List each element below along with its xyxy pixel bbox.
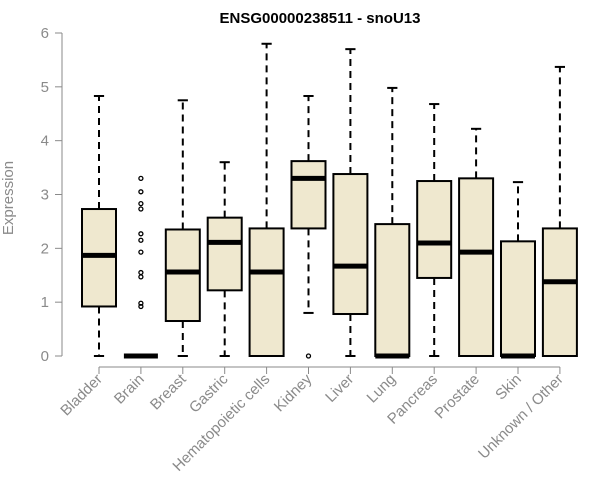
- box-iqr: [290, 160, 327, 230]
- y-tick-label: 4: [41, 133, 49, 150]
- y-tick-label: 3: [41, 187, 49, 204]
- outlier-point: [138, 303, 144, 310]
- box-liver: [332, 48, 369, 357]
- box-iqr: [458, 177, 495, 357]
- box-kidney: [290, 94, 327, 359]
- x-tick-label: Bladder: [57, 371, 106, 420]
- chart-title: ENSG00000238511 - snoU13: [220, 10, 421, 27]
- x-tick-label: Lung: [364, 371, 400, 407]
- y-tick-label: 0: [41, 348, 49, 365]
- box-skin: [500, 181, 536, 359]
- x-tick-label: Brain: [111, 371, 148, 408]
- outlier-point: [138, 231, 144, 237]
- box-iqr: [416, 180, 453, 279]
- box-prostate: [458, 127, 495, 357]
- outlier-point: [138, 249, 144, 255]
- x-tick-label: Kidney: [271, 370, 316, 415]
- box-series: [81, 42, 578, 359]
- box-pancreas: [416, 103, 453, 357]
- y-axis-label: Expression: [0, 161, 17, 235]
- box-iqr: [332, 173, 369, 316]
- box-iqr: [248, 227, 285, 357]
- box-lung: [374, 86, 411, 359]
- box-iqr: [164, 228, 201, 323]
- outlier-point: [138, 274, 144, 280]
- outlier-point: [138, 237, 144, 243]
- y-tick-label: 5: [41, 79, 49, 96]
- y-tick-label: 1: [41, 294, 49, 311]
- outlier-point: [138, 175, 144, 182]
- outlier-point: [305, 353, 312, 359]
- y-tick-label: 2: [41, 240, 49, 257]
- box-iqr: [500, 240, 536, 358]
- box-breast: [164, 99, 201, 357]
- box-bladder: [81, 94, 117, 357]
- box-iqr: [541, 227, 578, 357]
- y-tick-label: 6: [41, 25, 49, 42]
- box-brain: [123, 175, 158, 359]
- outlier-point: [138, 269, 144, 276]
- outlier-point: [138, 189, 144, 195]
- x-tick-label: Prostate: [431, 371, 483, 423]
- box-unknown-other: [541, 65, 578, 357]
- box-iqr: [206, 216, 243, 292]
- outlier-point: [138, 206, 144, 212]
- box-hematopoietic-cells: [248, 42, 285, 357]
- outlier-point: [138, 300, 144, 306]
- box-iqr: [374, 223, 411, 357]
- x-tick-label: Skin: [492, 371, 525, 404]
- box-gastric: [206, 161, 243, 357]
- outlier-point: [138, 201, 144, 207]
- x-tick-label: Liver: [322, 371, 357, 406]
- x-tick-label: Breast: [147, 370, 190, 413]
